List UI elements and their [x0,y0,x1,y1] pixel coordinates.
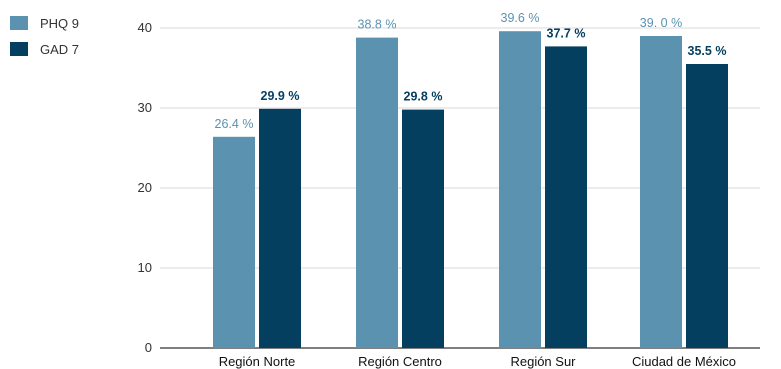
y-tick-label-30: 30 [138,100,152,115]
data-label-phq9-2: 39.6 % [501,11,540,25]
data-label-gad7-1: 29.8 % [404,90,443,104]
data-label-phq9-3: 39. 0 % [640,16,682,30]
bar-phq9-1 [356,37,398,348]
y-tick-label-40: 40 [138,20,152,35]
y-tick-label-0: 0 [145,340,152,355]
legend-swatch-phq9 [10,16,28,30]
bar-phq9-3 [640,36,682,348]
data-label-gad7-0: 29.9 % [261,89,300,103]
bar-gad7-2 [545,46,587,349]
legend-item-phq9: PHQ 9 [10,10,79,36]
data-label-gad7-3: 35.5 % [688,44,727,58]
legend-label-gad7: GAD 7 [40,41,80,57]
x-tick-label-0: Región Norte [219,354,296,369]
data-label-gad7-2: 37.7 % [547,26,586,40]
bar-gad7-0 [259,108,301,348]
legend: PHQ 9 GAD 7 [10,10,79,62]
legend-swatch-gad7 [10,42,28,56]
y-tick-label-10: 10 [138,260,152,275]
x-tick-label-1: Región Centro [358,354,442,369]
legend-item-gad7: GAD 7 [10,36,79,62]
bar-gad7-1 [402,109,444,348]
legend-label-phq9: PHQ 9 [40,15,80,31]
bar-phq9-2 [499,31,541,348]
data-label-phq9-1: 38.8 % [358,18,397,32]
bar-gad7-3 [686,64,728,348]
x-tick-label-3: Ciudad de México [632,354,736,369]
x-tick-label-2: Región Sur [510,354,576,369]
bar-phq9-0 [213,136,255,348]
data-label-phq9-0: 26.4 % [215,117,254,131]
y-tick-label-20: 20 [138,180,152,195]
